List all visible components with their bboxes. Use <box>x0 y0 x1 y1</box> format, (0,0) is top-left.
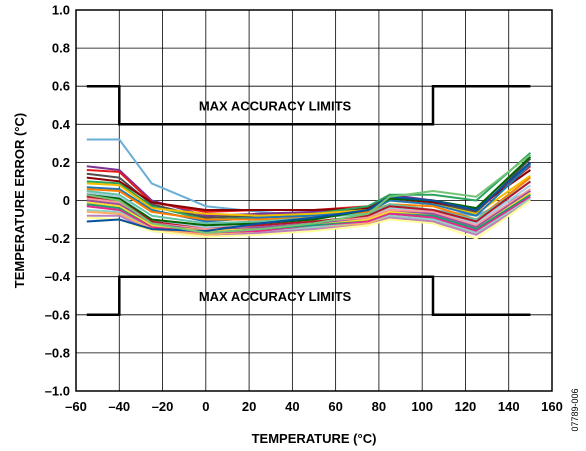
x-axis-title: TEMPERATURE (°C) <box>252 431 377 446</box>
series-layer <box>86 138 532 240</box>
y-tick-label: 0.2 <box>52 155 70 170</box>
x-tick-label: 60 <box>328 399 342 414</box>
figure-id: 07789-006 <box>570 388 580 431</box>
x-tick-label: 40 <box>285 399 299 414</box>
y-tick-label: 0.8 <box>52 41 70 56</box>
upper-limit-label: MAX ACCURACY LIMITS <box>199 98 352 113</box>
x-tick-label: –60 <box>65 399 87 414</box>
x-tick-label: 120 <box>455 399 477 414</box>
limits-layer <box>86 84 531 317</box>
x-tick-label: 160 <box>541 399 563 414</box>
series-line-23 <box>86 161 532 232</box>
y-tick-label: 0 <box>63 193 70 208</box>
x-tick-label: 80 <box>372 399 386 414</box>
x-tick-label: 140 <box>498 399 520 414</box>
series-line-22 <box>86 199 531 240</box>
y-tick-label: –1.0 <box>45 384 70 399</box>
y-tick-label: 1.0 <box>52 3 70 18</box>
y-tick-label: –0.2 <box>45 231 70 246</box>
x-tick-label: 20 <box>242 399 256 414</box>
y-tick-label: 0.4 <box>52 117 71 132</box>
y-tick-label: –0.8 <box>45 345 70 360</box>
x-tick-label: –40 <box>108 399 130 414</box>
y-tick-label: –0.4 <box>45 269 71 284</box>
x-tick-label: –20 <box>152 399 174 414</box>
y-tick-label: 0.6 <box>52 79 70 94</box>
lower-limit-label: MAX ACCURACY LIMITS <box>199 289 352 304</box>
series-line-24 <box>86 154 532 234</box>
lower-accuracy-limit-line <box>86 275 531 317</box>
tick-labels: –60 –40 –20 0 20 40 60 80 100 120 140 160 1.0 0.8 0.6 0… <box>45 3 563 415</box>
upper-accuracy-limit-line <box>86 84 531 126</box>
y-axis-title: TEMPERATURE ERROR (°C) <box>12 113 27 288</box>
y-tick-label: –0.6 <box>45 307 70 322</box>
x-tick-label: 0 <box>202 399 209 414</box>
series-line-8 <box>86 163 532 223</box>
plot-frame <box>75 9 553 392</box>
x-tick-label: 100 <box>411 399 433 414</box>
series-line-13 <box>86 180 531 231</box>
